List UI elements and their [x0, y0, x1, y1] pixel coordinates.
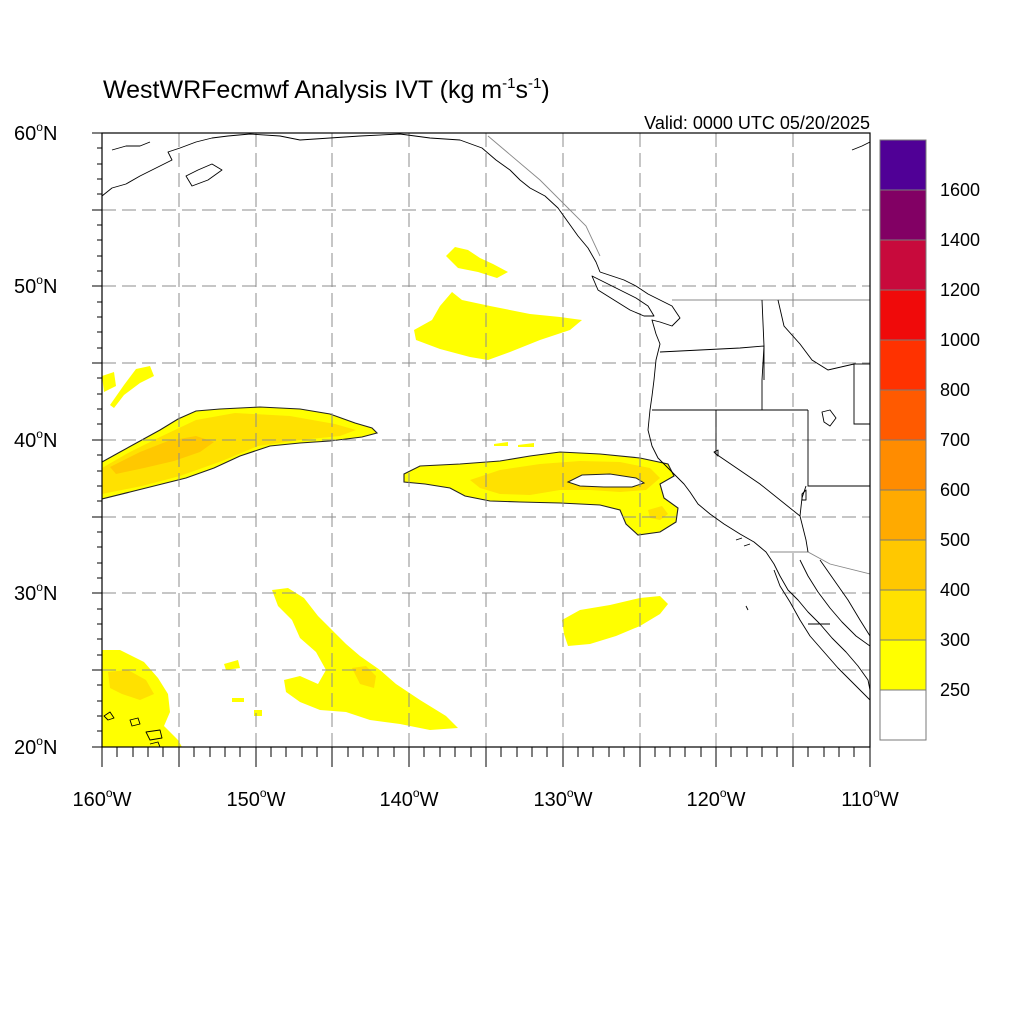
- ivt-below-250-hole: [566, 473, 646, 488]
- ivt-400-region: [110, 436, 214, 474]
- alaska-islands: [111, 141, 151, 151]
- colorbar-label: 1200: [940, 280, 980, 300]
- ivt-250-region: [494, 442, 508, 446]
- nevada-california-border: [715, 410, 801, 517]
- ivt-shading: [102, 247, 679, 747]
- longitude-labels: 160oW 150oW 140oW 130oW 120oW 110oW: [73, 786, 899, 811]
- colorbar-label: 500: [940, 530, 970, 550]
- colorbar-box: [879, 439, 927, 491]
- arizona-nevada-border: [799, 485, 807, 517]
- colorbar-box: [879, 339, 927, 391]
- colorbar-box: [879, 389, 927, 441]
- bc-coastline: [599, 271, 870, 691]
- lon-label-130w: 130oW: [534, 786, 593, 811]
- colorbar-label: 1000: [940, 330, 980, 350]
- ivt-250-region: [102, 372, 116, 392]
- arizona-border: [799, 515, 809, 553]
- washington-oregon-border: [659, 345, 765, 380]
- ivt-250-region: [272, 588, 458, 730]
- hawaii-islands: [103, 711, 163, 747]
- valid-time-label: Valid: 0000 UTC 05/20/2025: [644, 113, 870, 133]
- colorbar-box: [879, 289, 927, 341]
- idaho-west-border: [761, 299, 765, 410]
- ivt-contour: [403, 451, 679, 536]
- far-east-coast: [851, 141, 870, 151]
- ivt-250-region: [518, 443, 534, 447]
- colorbar-label: 600: [940, 480, 970, 500]
- alaska-canada-border: [487, 135, 601, 257]
- ivt-250-region: [254, 710, 262, 716]
- lat-label-20: 20oN: [14, 734, 57, 759]
- ivt-250-region: [110, 366, 154, 408]
- colorbar-box: [879, 689, 927, 741]
- ar-central-pacific: [403, 451, 679, 536]
- kodiak-islands: [185, 163, 223, 187]
- ar-west-pacific: [102, 406, 379, 500]
- coastlines: [102, 133, 870, 747]
- ivt-300-region: [108, 670, 154, 700]
- lon-label-150w: 150oW: [227, 786, 286, 811]
- colorbar-box: [879, 239, 927, 291]
- colorbar-box: [879, 139, 927, 191]
- colorbar-box: [879, 489, 927, 541]
- nevada-utah-border: [807, 410, 870, 487]
- alaska-coastline: [102, 133, 601, 273]
- colorbar-box: [879, 639, 927, 691]
- ivt-250-region: [224, 660, 240, 670]
- colorbar-label: 1600: [940, 180, 980, 200]
- colorbar-labels: 250 300 400 500 600 700 800 1000 1200 1400 1600: [940, 180, 980, 700]
- colorbar-label: 250: [940, 680, 970, 700]
- map-panel: [102, 133, 870, 747]
- ivt-300-region: [352, 666, 376, 688]
- lon-label-140w: 140oW: [380, 786, 439, 811]
- lat-label-30: 30oN: [14, 580, 57, 605]
- ivt-250-region: [562, 596, 668, 646]
- lon-label-120w: 120oW: [687, 786, 746, 811]
- lat-label-40: 40oN: [14, 427, 57, 452]
- colorbar-box: [879, 189, 927, 241]
- colorbar-label: 700: [940, 430, 970, 450]
- colorbar: 250 300 400 500 600 700 800 1000 1200 1400 1600: [879, 139, 980, 741]
- vancouver-island: [591, 275, 655, 317]
- colorbar-label: 300: [940, 630, 970, 650]
- ivt-250-region: [232, 698, 244, 702]
- idaho-montana-border: [777, 299, 870, 425]
- gulf-of-california-coast: [799, 559, 870, 647]
- ivt-250-region: [446, 247, 508, 278]
- us-mexico-border: [770, 551, 870, 575]
- great-salt-lake: [821, 409, 837, 427]
- colorbar-box: [879, 589, 927, 641]
- lon-label-110w: 110oW: [841, 786, 899, 811]
- colorbar-label: 1400: [940, 230, 980, 250]
- colorbar-label: 800: [940, 380, 970, 400]
- axis-ticks: [92, 132, 871, 767]
- figure-title: WestWRFecmwf Analysis IVT (kg m-1s-1): [103, 75, 550, 104]
- ivt-contour: [102, 406, 379, 500]
- lat-label-60: 60oN: [14, 120, 57, 145]
- lat-label-50: 50oN: [14, 273, 57, 298]
- baja-coastline: [773, 569, 870, 701]
- ivt-300-region: [102, 413, 356, 494]
- colorbar-label: 400: [940, 580, 970, 600]
- channel-islands: [735, 537, 751, 611]
- ivt-250-region: [414, 292, 582, 360]
- colorbar-boxes: [879, 139, 927, 741]
- gulf-coast-east: [819, 559, 870, 637]
- colorbar-box: [879, 539, 927, 591]
- latitude-labels: 60oN 50oN 40oN 30oN 20oN: [14, 120, 57, 759]
- lon-label-160w: 160oW: [73, 786, 132, 811]
- political-borders: [487, 135, 870, 625]
